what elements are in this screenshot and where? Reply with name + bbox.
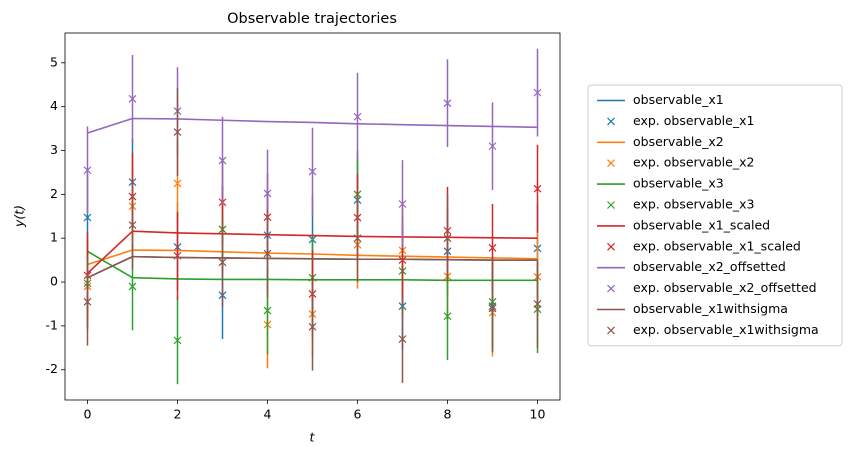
plot-area <box>83 48 542 385</box>
data-point <box>443 234 452 243</box>
legend-swatch <box>607 284 615 293</box>
series-line <box>87 255 538 279</box>
series-line <box>86 230 538 274</box>
data-point <box>128 282 137 291</box>
data-point <box>398 256 407 265</box>
legend-label: exp. observable_x1_scaled <box>633 238 801 253</box>
x-axis-label: t <box>310 430 316 445</box>
data-point <box>488 304 497 313</box>
data-point <box>128 94 137 103</box>
data-point <box>398 335 407 343</box>
legend-label: observable_x1 <box>633 92 724 107</box>
data-point <box>218 156 227 165</box>
data-point <box>128 221 137 229</box>
data-point <box>353 112 362 121</box>
data-point <box>263 306 272 315</box>
data-point <box>83 166 92 175</box>
legend-swatch <box>607 242 615 251</box>
y-tick-label: 4 <box>50 98 58 113</box>
data-point <box>263 249 272 258</box>
data-point <box>353 234 362 243</box>
legend-swatch <box>607 201 615 209</box>
data-point <box>308 322 317 331</box>
legend-swatch <box>607 159 615 168</box>
data-point <box>443 99 452 108</box>
y-tick-label: 1 <box>50 230 58 245</box>
data-point <box>398 200 407 208</box>
x-tick-label: 0 <box>84 407 92 422</box>
axes-frame <box>64 32 561 401</box>
legend-swatch <box>607 326 615 335</box>
y-tick-label: -1 <box>46 317 58 332</box>
data-point <box>218 258 227 267</box>
x-tick-label: 10 <box>530 407 546 422</box>
legend-label: observable_x2_offsetted <box>633 259 786 274</box>
data-point <box>533 88 542 97</box>
legend-label: exp. observable_x2_offsetted <box>633 280 817 295</box>
x-tick-label: 6 <box>354 407 362 422</box>
y-tick-label: -2 <box>46 361 58 376</box>
legend-label: exp. observable_x1withsigma <box>633 322 819 337</box>
legend-label: exp. observable_x3 <box>633 197 754 212</box>
data-point <box>308 167 317 176</box>
legend-label: exp. observable_x1 <box>633 113 754 128</box>
legend-label: observable_x1withsigma <box>633 301 788 316</box>
data-point <box>533 300 542 308</box>
y-tick-label: 0 <box>50 274 58 289</box>
legend-label: observable_x2 <box>633 134 724 149</box>
legend-box <box>587 84 843 347</box>
chart-title: Observable trajectories <box>227 11 397 27</box>
data-point <box>443 312 452 321</box>
series-line <box>87 117 538 134</box>
data-point <box>263 189 272 198</box>
legend-label: observable_x3 <box>633 176 724 191</box>
y-tick-label: 5 <box>50 54 58 69</box>
x-tick-label: 8 <box>444 407 452 422</box>
y-axis-label: y(t) <box>12 205 27 228</box>
x-tick-label: 2 <box>174 407 182 422</box>
data-point <box>533 184 542 193</box>
data-point <box>83 213 92 222</box>
data-point <box>173 128 182 137</box>
legend-swatch <box>607 117 615 126</box>
legend-label: exp. observable_x2 <box>633 155 754 170</box>
data-point <box>488 142 497 151</box>
data-point <box>83 297 92 306</box>
y-tick-label: 3 <box>50 142 58 157</box>
y-tick-label: 2 <box>50 186 58 201</box>
legend-label: observable_x1_scaled <box>633 217 770 232</box>
data-point <box>173 179 182 188</box>
data-point <box>488 243 497 252</box>
data-point <box>173 336 182 345</box>
x-tick-label: 4 <box>264 407 272 422</box>
